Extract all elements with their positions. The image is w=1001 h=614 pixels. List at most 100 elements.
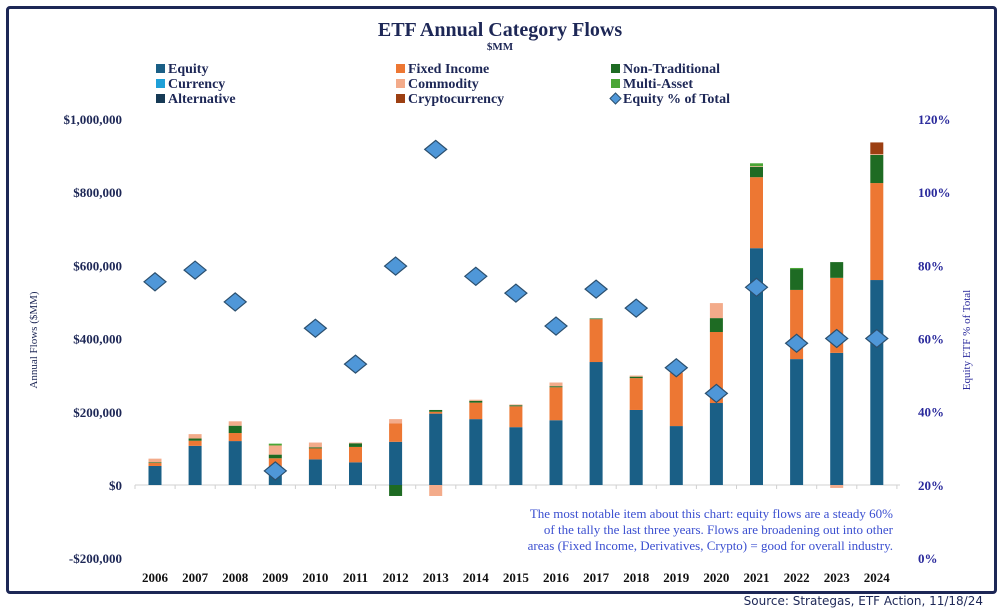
bar-commodity-2010 <box>308 442 322 448</box>
bar-fixed-income-2008 <box>228 433 242 442</box>
bar-equity-2016 <box>549 420 563 485</box>
legend: Equity Fixed Income Non-Traditional Currenc… <box>156 62 730 107</box>
x-tick-label: 2019 <box>663 570 690 585</box>
legend-label: Currency <box>168 77 225 92</box>
legend-label: Multi-Asset <box>623 77 693 92</box>
bar-non-traditional-2023 <box>830 262 844 278</box>
x-tick-label: 2023 <box>824 570 851 585</box>
bar-fixed-income-2012 <box>389 423 403 442</box>
bar-non-traditional-2012 <box>389 485 403 496</box>
equity-pct-marker-2016 <box>544 316 568 336</box>
legend-swatch <box>396 94 405 103</box>
bar-fixed-income-2013 <box>429 411 443 414</box>
bar-non-traditional-2021 <box>750 166 763 178</box>
equity-pct-marker-2021 <box>744 277 769 298</box>
legend-diamond-icon <box>609 92 622 105</box>
equity-pct-marker-2009 <box>263 461 288 481</box>
bar-fixed-income-2016 <box>549 387 563 421</box>
bar-non-traditional-2006 <box>148 462 162 464</box>
equity-pct-marker-2014 <box>463 266 488 287</box>
x-tick-label: 2010 <box>302 570 328 585</box>
legend-label: Fixed Income <box>408 62 489 77</box>
legend-label: Commodity <box>408 77 479 92</box>
bar-fixed-income-2015 <box>509 406 523 428</box>
bar-fixed-income-2019 <box>669 373 683 427</box>
bar-multi-asset-2022 <box>790 267 804 270</box>
bar-fixed-income-2024 <box>870 183 884 281</box>
legend-swatch <box>396 64 405 73</box>
legend-swatch <box>156 94 165 103</box>
bar-equity-2017 <box>589 362 603 485</box>
chart-title: ETF Annual Category Flows <box>378 19 622 41</box>
bar-equity-2019 <box>669 426 683 485</box>
bar-non-traditional-2015 <box>509 405 523 407</box>
x-tick-label: 2013 <box>423 570 450 585</box>
y2-tick-label: 100% <box>918 185 951 200</box>
equity-pct-marker-2022 <box>784 333 809 354</box>
y2-tick-label: 120% <box>918 112 951 127</box>
bar-equity-2024 <box>870 280 884 485</box>
bar-equity-2014 <box>469 419 483 485</box>
bar-multi-asset-2021 <box>750 163 763 167</box>
annotation-line-2: of the tally the last three years. Flows… <box>544 522 894 537</box>
x-tick-label: 2018 <box>623 570 650 585</box>
bar-non-traditional-2007 <box>188 438 202 441</box>
y-tick-label: -$200,000 <box>69 551 122 566</box>
annotation-line-3: areas (Fixed Income, Derivatives, Crypto… <box>528 538 893 553</box>
y-tick-label: $400,000 <box>73 332 122 347</box>
bar-fixed-income-2018 <box>629 378 643 410</box>
bar-non-traditional-2011 <box>349 443 362 447</box>
bar-equity-2023 <box>830 352 844 485</box>
bar-non-traditional-2014 <box>469 400 483 403</box>
y-axis-label: Annual Flows ($MM) <box>28 291 40 389</box>
bar-non-traditional-2016 <box>549 386 563 388</box>
x-tick-label: 2008 <box>222 570 249 585</box>
y2-tick-label: 60% <box>918 332 944 347</box>
bar-fixed-income-2011 <box>349 446 362 463</box>
bar-equity-2006 <box>148 465 162 485</box>
equity-pct-marker-2006 <box>143 272 167 292</box>
equity-pct-marker-2011 <box>343 354 368 374</box>
bar-commodity-2011 <box>349 442 362 444</box>
bar-commodity-2009 <box>268 445 282 455</box>
x-tick-label: 2017 <box>583 570 610 585</box>
x-tick-label: 2014 <box>463 570 490 585</box>
bar-fixed-income-2021 <box>750 177 763 249</box>
bar-commodity-2021 <box>750 166 763 167</box>
bar-commodity-2023 <box>830 485 844 488</box>
bar-commodity-2015 <box>509 404 523 406</box>
bar-equity-2022 <box>790 359 804 485</box>
bar-commodity-2020 <box>709 303 723 319</box>
bar-non-traditional-2017 <box>589 318 603 320</box>
equity-pct-marker-2023 <box>824 328 849 349</box>
x-tick-label: 2024 <box>864 570 891 585</box>
bar-non-traditional-2009 <box>268 454 282 459</box>
bar-equity-2008 <box>228 441 242 485</box>
legend-label: Cryptocurrency <box>408 92 504 107</box>
x-tick-label: 2006 <box>142 570 169 585</box>
bar-non-traditional-2024 <box>870 154 884 184</box>
x-tick-label: 2007 <box>182 570 209 585</box>
equity-pct-marker-2012 <box>383 256 408 276</box>
legend-label: Equity % of Total <box>623 92 730 107</box>
y2-tick-label: 0% <box>918 551 938 566</box>
chart-frame <box>6 6 997 594</box>
y-tick-label: $800,000 <box>73 185 122 200</box>
bar-fixed-income-2014 <box>469 402 483 420</box>
y2-tick-label: 20% <box>918 478 944 493</box>
bar-non-traditional-2018 <box>629 376 643 379</box>
bar-fixed-income-2020 <box>709 332 723 404</box>
legend-swatch <box>611 79 620 88</box>
bar-non-traditional-2022 <box>790 269 804 290</box>
bar-non-traditional-2010 <box>308 447 322 449</box>
x-tick-label: 2016 <box>543 570 570 585</box>
x-tick-label: 2015 <box>503 570 530 585</box>
equity-pct-marker-2020 <box>704 383 729 404</box>
bar-commodity-2016 <box>549 382 563 387</box>
legend-swatch <box>396 79 405 88</box>
bar-multi-asset-2009 <box>268 443 282 446</box>
legend-label: Non-Traditional <box>623 62 720 77</box>
bar-equity-2021 <box>750 248 763 485</box>
equity-pct-marker-2008 <box>223 292 248 312</box>
